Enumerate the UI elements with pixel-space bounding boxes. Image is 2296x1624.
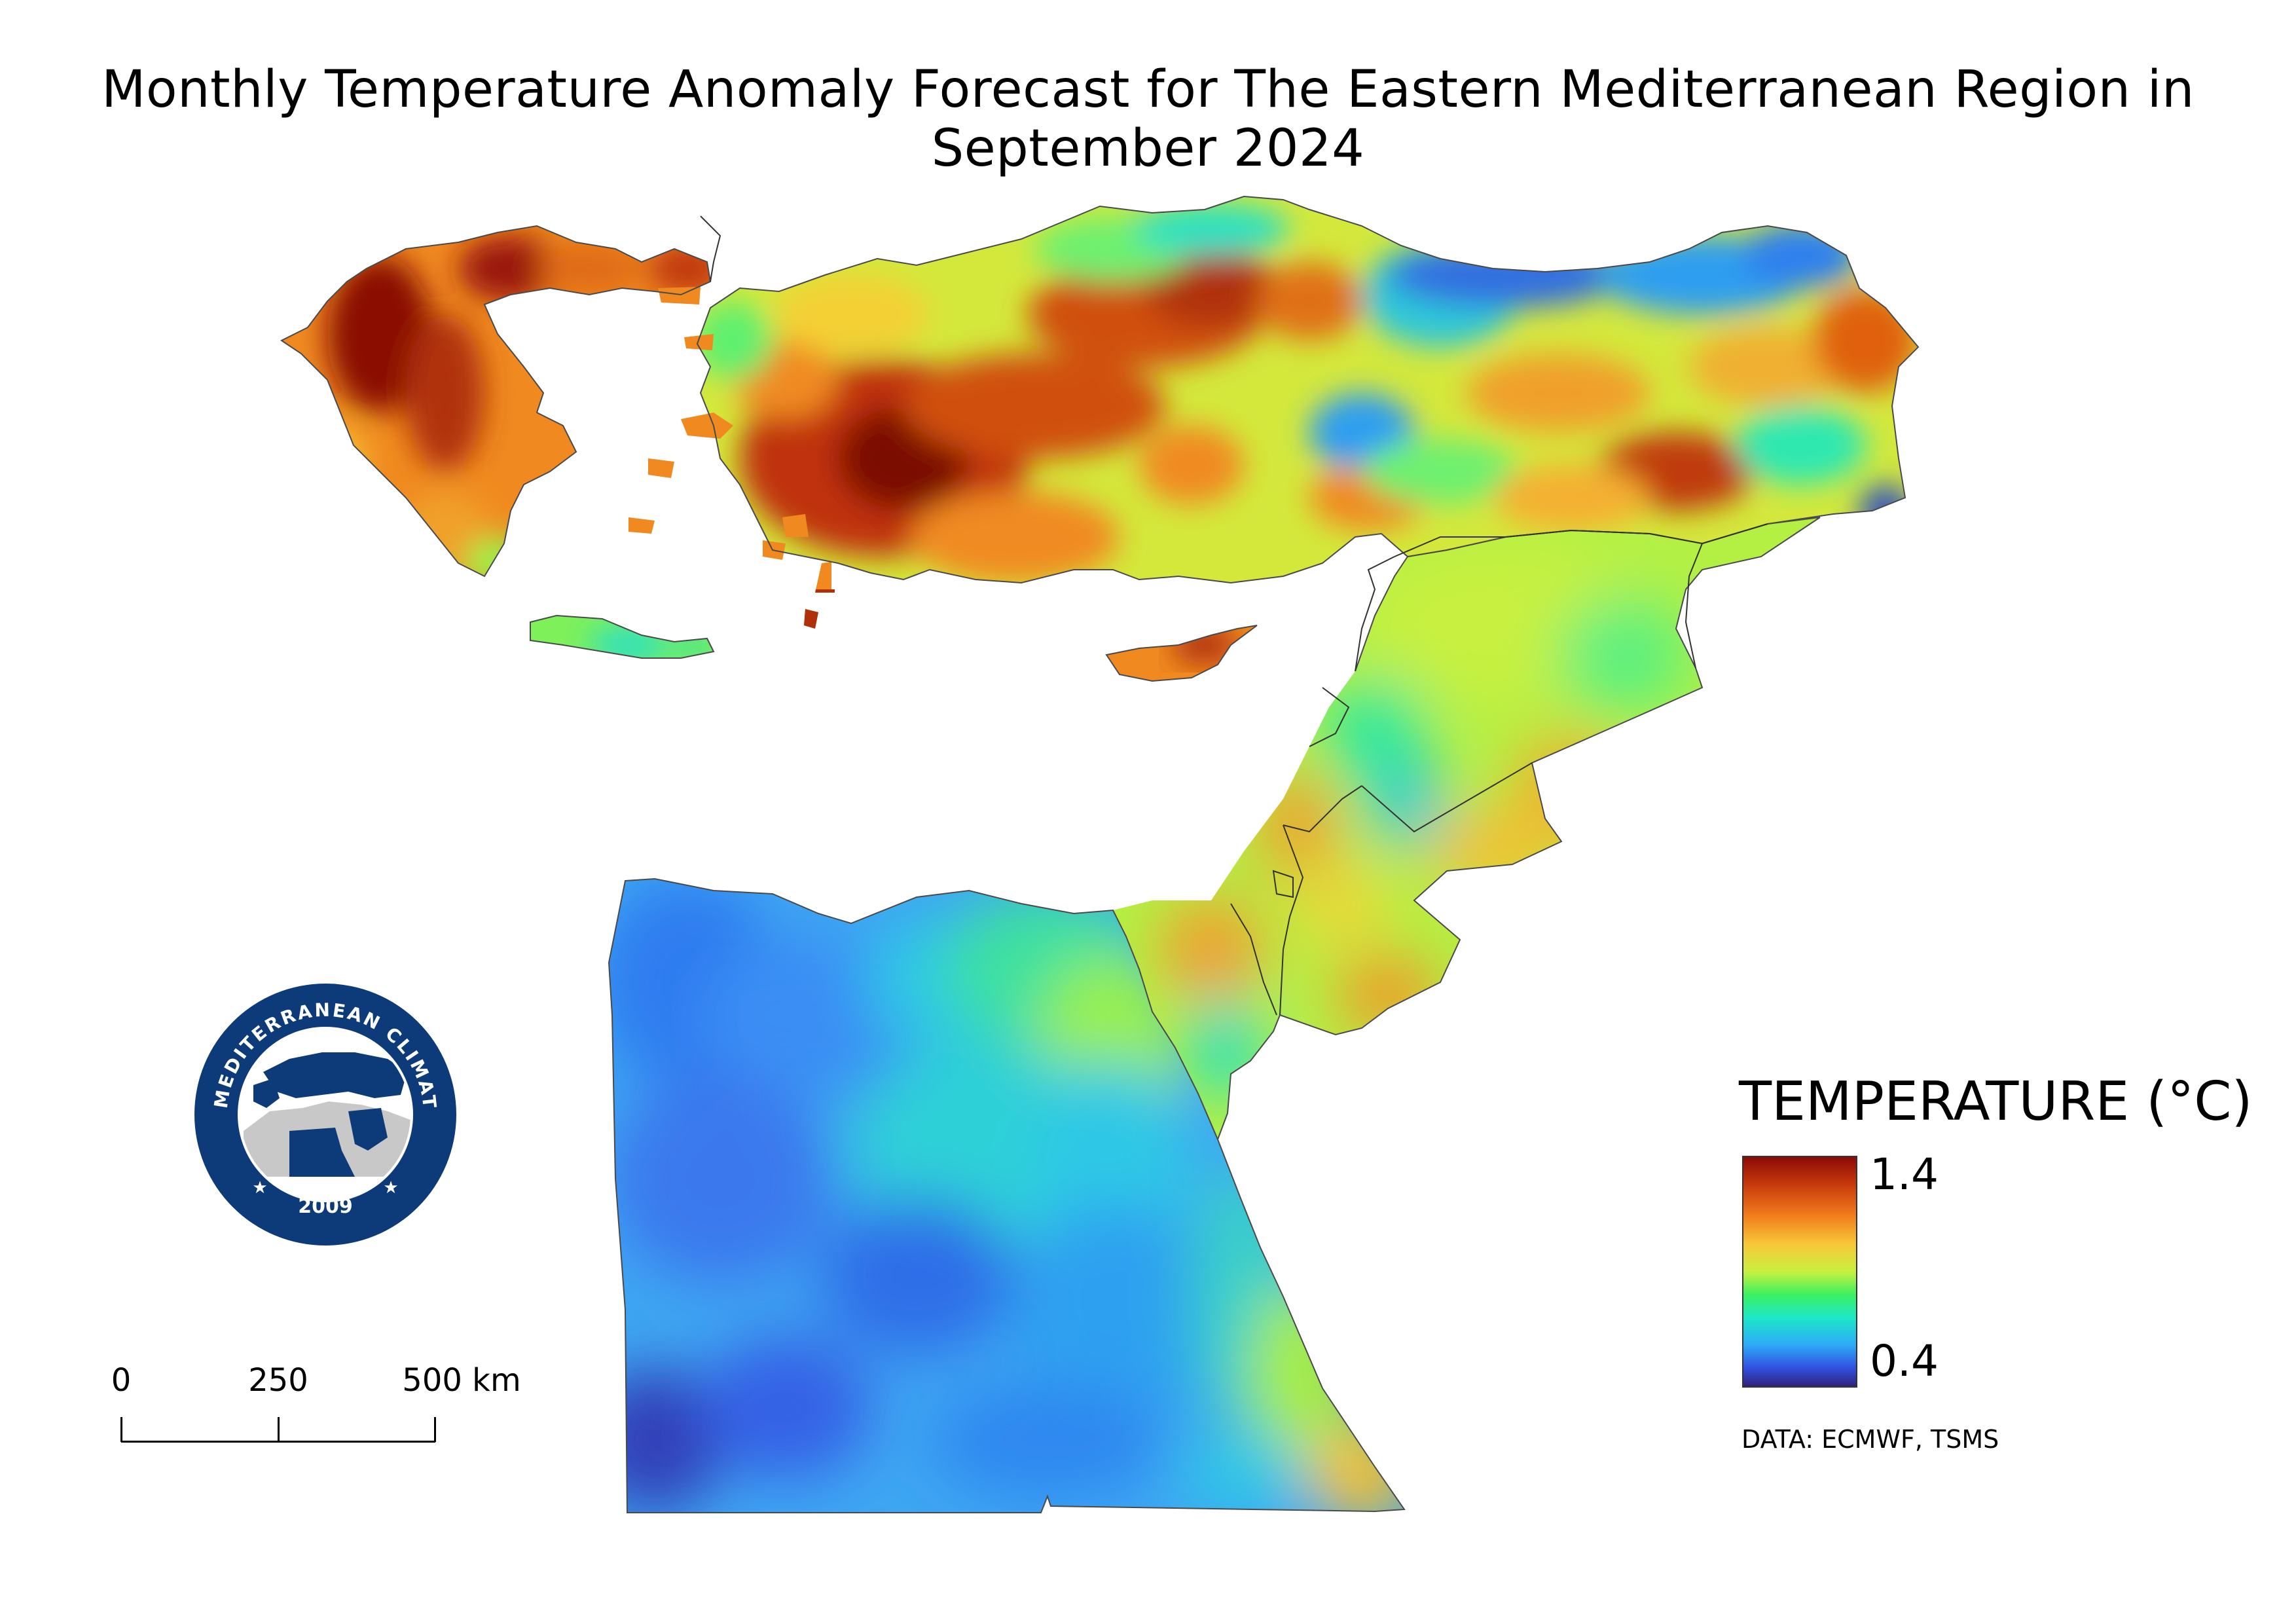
legend-max-label: 1.4 xyxy=(1870,1149,1939,1200)
legend: TEMPERATURE (°C) 1.4 0.4 xyxy=(1739,1071,2253,1464)
legend-color-ramp xyxy=(1742,1156,1857,1388)
logo-star-right-icon: ★ xyxy=(383,1177,398,1197)
data-source-credit: DATA: ECMWF, TSMS xyxy=(1741,1425,1999,1454)
legend-title: TEMPERATURE (°C) xyxy=(1739,1071,2253,1133)
scale-tick xyxy=(278,1417,280,1442)
scale-bar: 0 250 500 km xyxy=(105,1362,521,1454)
scale-label-500: 500 km xyxy=(402,1362,521,1399)
scale-label-250: 250 xyxy=(248,1362,308,1399)
scale-label-0: 0 xyxy=(111,1362,132,1399)
scale-tick xyxy=(434,1417,436,1442)
legend-min-label: 0.4 xyxy=(1870,1336,1939,1386)
logo-star-left-icon: ★ xyxy=(252,1177,267,1197)
map-title: Monthly Temperature Anomaly Forecast for… xyxy=(101,60,2195,178)
eastern-mediterranean-climate-centre-logo: EASTERN MEDITERRANEAN CLIMATE CENTRE 200… xyxy=(191,980,456,1246)
scale-tick xyxy=(120,1417,122,1442)
logo-year-text: 2009 xyxy=(298,1195,353,1218)
